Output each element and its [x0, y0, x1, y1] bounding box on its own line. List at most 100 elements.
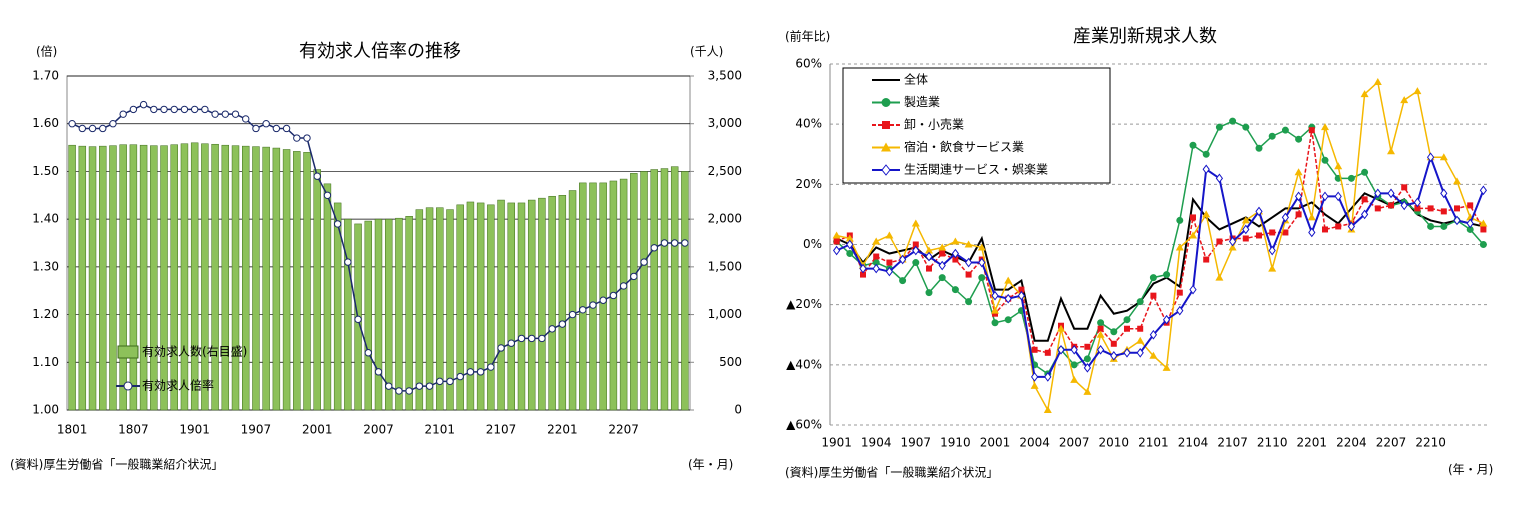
- marker: [323, 191, 332, 199]
- marker: [885, 231, 894, 239]
- bar: [139, 144, 148, 411]
- marker: [150, 105, 158, 114]
- marker: [609, 291, 618, 300]
- marker: [160, 105, 168, 114]
- marker: [1479, 241, 1487, 248]
- x-tick-label: 2001: [980, 436, 1011, 450]
- marker: [1413, 87, 1422, 95]
- marker: [1360, 90, 1369, 98]
- marker: [1334, 162, 1343, 170]
- marker: [1202, 150, 1210, 158]
- y2-tick-label: 3,500: [708, 69, 742, 83]
- marker: [886, 259, 893, 266]
- marker: [466, 368, 475, 376]
- x-tick-label: 2101: [425, 423, 456, 437]
- marker: [965, 271, 972, 278]
- marker: [1256, 232, 1262, 239]
- bar: [507, 202, 515, 411]
- marker: [436, 377, 444, 386]
- marker: [231, 110, 240, 118]
- marker: [1307, 213, 1316, 221]
- marker: [1427, 205, 1434, 212]
- marker: [912, 245, 920, 256]
- marker: [898, 254, 907, 265]
- bar: [650, 169, 658, 411]
- marker: [1466, 218, 1474, 229]
- marker: [952, 256, 959, 263]
- marker: [872, 263, 880, 274]
- marker: [1401, 184, 1408, 191]
- marker: [1110, 328, 1118, 336]
- bar: [374, 218, 383, 411]
- marker: [1150, 292, 1157, 299]
- marker: [1228, 236, 1237, 247]
- bar: [68, 144, 76, 411]
- bar: [384, 218, 393, 411]
- bar: [323, 183, 332, 411]
- marker: [1440, 208, 1447, 215]
- marker: [1295, 211, 1302, 218]
- bar: [497, 199, 505, 411]
- x-tick-label: 1910: [940, 436, 971, 450]
- marker: [1454, 205, 1460, 212]
- marker: [1057, 324, 1065, 332]
- x-tick-label: 1907: [241, 423, 272, 437]
- x-tick-label: 2007: [363, 423, 394, 437]
- marker: [991, 290, 999, 301]
- marker: [1294, 168, 1303, 176]
- marker: [1242, 123, 1250, 131]
- bar: [262, 146, 270, 411]
- marker: [1479, 185, 1488, 196]
- marker: [964, 257, 973, 268]
- marker: [282, 124, 291, 133]
- marker: [978, 274, 986, 282]
- legend-label: 卸・小売業: [904, 117, 964, 132]
- bar: [568, 190, 577, 411]
- bar: [293, 151, 301, 411]
- bar: [211, 143, 219, 411]
- x-tick-label: 1807: [118, 423, 149, 437]
- bar: [119, 144, 127, 411]
- marker: [978, 257, 986, 268]
- marker: [1374, 205, 1381, 212]
- bar: [129, 144, 138, 411]
- marker: [1321, 191, 1329, 202]
- marker: [1124, 325, 1130, 332]
- x-tick-label: 1907: [901, 436, 932, 450]
- marker: [1044, 349, 1051, 356]
- bar: [456, 204, 464, 411]
- y-tick-label: 1.30: [32, 259, 59, 273]
- marker: [991, 319, 999, 327]
- marker: [1017, 290, 1026, 301]
- marker: [832, 245, 841, 256]
- marker: [964, 240, 973, 248]
- marker: [650, 244, 658, 252]
- marker: [425, 382, 434, 390]
- bar: [548, 195, 556, 411]
- marker: [1176, 305, 1184, 316]
- marker: [951, 248, 960, 259]
- marker: [1334, 191, 1342, 202]
- marker: [872, 237, 881, 245]
- x-tick-label: 2010: [1099, 436, 1130, 450]
- marker: [1347, 174, 1355, 182]
- marker: [859, 263, 867, 274]
- x-tick-label: 2001: [302, 423, 333, 437]
- bar: [558, 195, 567, 411]
- y-tick-label: 1.20: [32, 307, 59, 321]
- marker: [991, 306, 999, 314]
- y-tick-label: ▲20%: [786, 297, 822, 311]
- bar: [272, 147, 281, 411]
- bar: [160, 145, 168, 411]
- y2-axis-label: (千人): [690, 45, 723, 59]
- bar: [589, 182, 597, 411]
- marker: [1084, 343, 1091, 350]
- marker: [548, 325, 556, 333]
- marker: [938, 274, 946, 282]
- marker: [344, 258, 352, 266]
- marker: [1083, 387, 1092, 395]
- marker: [527, 334, 536, 343]
- marker: [201, 105, 209, 114]
- marker: [1202, 210, 1211, 218]
- marker: [1282, 229, 1289, 236]
